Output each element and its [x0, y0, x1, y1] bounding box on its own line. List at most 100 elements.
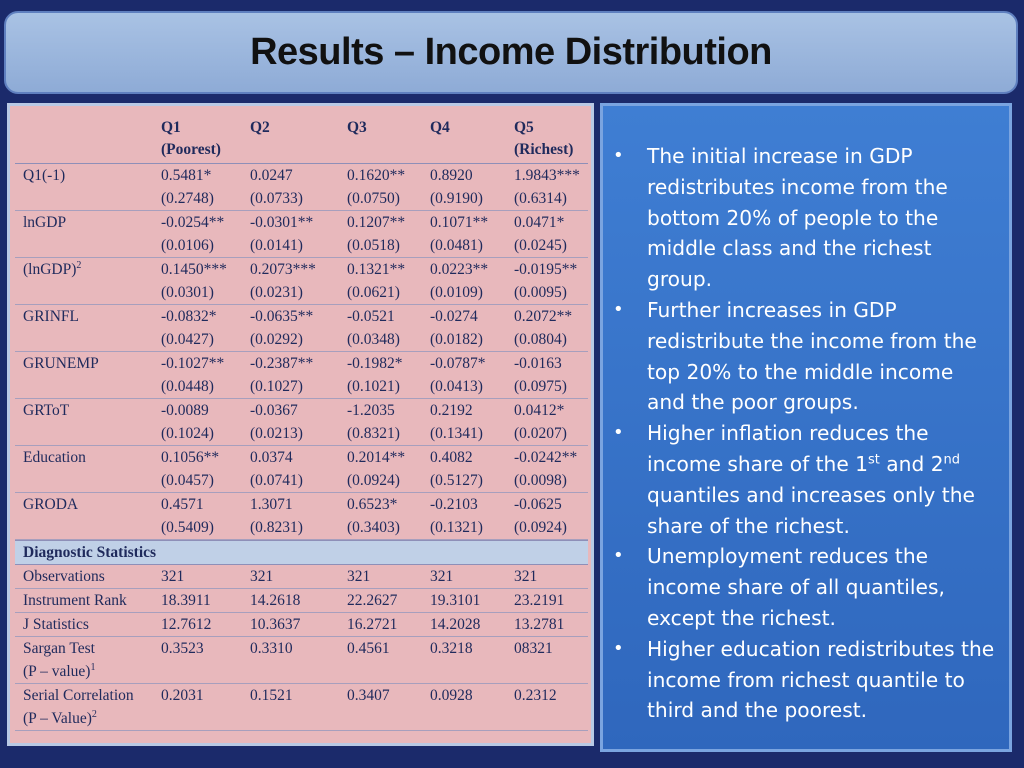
coefficient-cell: 0.2072**	[514, 308, 573, 325]
standard-error-cell: (0.0301)	[161, 284, 214, 301]
column-header: Q1 (Poorest)	[161, 117, 250, 163]
coefficient-row: GRUNEMP -0.1027** -0.2387** -0.1982* -0.0787…	[15, 352, 588, 375]
diagnostic-value: 08321	[514, 640, 553, 657]
standard-error-cell: (0.0207)	[514, 425, 567, 442]
coefficient-cell: -0.0089	[161, 402, 209, 419]
coefficient-cell: -0.0301**	[250, 214, 314, 231]
diagnostic-value: 16.2721	[347, 616, 398, 633]
variable-block: Q1(-1) 0.5481* 0.0247 0.1620** 0.8920 1.9843*…	[15, 164, 588, 211]
standard-error-cell: (0.0924)	[514, 519, 567, 536]
diagnostic-value: 321	[250, 568, 274, 585]
diagnostic-label: Serial Correlation	[23, 687, 134, 704]
diagnostic-value: 10.3637	[250, 616, 301, 633]
diagnostic-value: 14.2028	[430, 616, 481, 633]
coefficient-cell: 0.4082	[430, 449, 473, 466]
diagnostic-row: Sargan Test 0.3523 0.3310 0.4561 0.3218 08321…	[15, 637, 588, 684]
column-header-sublabel: (Richest)	[514, 141, 574, 158]
diagnostic-footnote-mark: 1	[90, 661, 96, 673]
coefficient-cell: 0.6523*	[347, 496, 398, 513]
standard-error-cell: (0.0098)	[514, 472, 567, 489]
coefficient-row: GRODA 0.4571 1.3071 0.6523* -0.2103 -0.0625	[15, 493, 588, 516]
diagnostic-sublabel: (P – value)1	[23, 661, 96, 680]
coefficient-cell: -0.1982*	[347, 355, 403, 372]
coefficient-cell: -0.0521	[347, 308, 395, 325]
coefficient-cell: -0.0625	[514, 496, 562, 513]
finding-text: Higher inflation reduces the income shar…	[647, 421, 929, 476]
variable-block: Education 0.1056** 0.0374 0.2014** 0.4082 -0.…	[15, 446, 588, 493]
standard-error-cell: (0.0427)	[161, 331, 214, 348]
column-header-label: Q4	[430, 119, 450, 136]
finding-item: • Higher inflation reduces the income sha…	[611, 418, 996, 541]
standard-error-row: (0.0427) (0.0292) (0.0348) (0.0182) (0.0804)	[15, 328, 588, 351]
standard-error-cell: (0.0413)	[430, 378, 483, 395]
coefficient-cell: 0.2192	[430, 402, 473, 419]
variable-block: GRUNEMP -0.1027** -0.2387** -0.1982* -0.0787…	[15, 352, 588, 399]
standard-error-cell: (0.0348)	[347, 331, 400, 348]
diagnostic-row: Instrument Rank 18.3911 14.2618 22.2627 19.3…	[15, 589, 588, 613]
standard-error-cell: (0.0141)	[250, 237, 303, 254]
finding-text: Unemployment reduces the income share of…	[647, 544, 945, 630]
diagnostic-value: 0.3310	[250, 640, 293, 657]
standard-error-cell: (0.8231)	[250, 519, 303, 536]
finding-text: and 2	[879, 451, 944, 476]
standard-error-cell: (0.1341)	[430, 425, 483, 442]
variable-label: Education	[23, 449, 86, 466]
standard-error-cell: (0.0106)	[161, 237, 214, 254]
standard-error-cell: (0.0518)	[347, 237, 400, 254]
coefficient-cell: 1.3071	[250, 496, 293, 513]
coefficient-cell: 0.1056**	[161, 449, 220, 466]
coefficient-cell: -0.0195**	[514, 261, 578, 278]
diagnostic-value: 18.3911	[161, 592, 211, 609]
empty-cell	[15, 281, 161, 304]
coefficient-cell: -0.0163	[514, 355, 562, 372]
standard-error-cell: (0.0733)	[250, 190, 303, 207]
diagnostic-value: 321	[347, 568, 371, 585]
column-header-label: Q1	[161, 119, 181, 136]
diagnostic-label: J Statistics	[23, 616, 89, 633]
standard-error-row: (0.1024) (0.0213) (0.8321) (0.1341) (0.0207)	[15, 422, 588, 445]
slide-title: Results – Income Distribution	[250, 31, 772, 73]
diagnostic-values-row: Instrument Rank 18.3911 14.2618 22.2627 19.3…	[15, 589, 588, 612]
column-header	[15, 117, 161, 163]
finding-item: • Further increases in GDP redistribute t…	[611, 295, 996, 418]
results-table-panel: Q1 (Poorest) Q2 Q3 Q4 Q5 (Richest) Q1(-1) 0.5481…	[7, 103, 594, 746]
bullet-icon: •	[613, 298, 624, 320]
coefficient-cell: 0.0412*	[514, 402, 565, 419]
diagnostic-sublabel: (P – Value)2	[23, 708, 97, 727]
diagnostic-footnote-mark: 2	[91, 708, 97, 720]
variable-block: lnGDP -0.0254** -0.0301** 0.1207** 0.1071** 0…	[15, 211, 588, 258]
finding-item: • Higher education redistributes the inco…	[611, 634, 996, 726]
standard-error-row: (0.5409) (0.8231) (0.3403) (0.1321) (0.0924)	[15, 516, 588, 539]
finding-item: • The initial increase in GDP redistribut…	[611, 141, 996, 295]
standard-error-cell: (0.0182)	[430, 331, 483, 348]
standard-error-cell: (0.9190)	[430, 190, 483, 207]
coefficient-cell: 0.0223**	[430, 261, 489, 278]
standard-error-cell: (0.0750)	[347, 190, 400, 207]
diagnostic-values-row: Sargan Test 0.3523 0.3310 0.4561 0.3218 08321	[15, 637, 588, 660]
diagnostic-value: 13.2781	[514, 616, 565, 633]
coefficient-cell: -0.0254**	[161, 214, 225, 231]
coefficient-cell: -0.2387**	[250, 355, 314, 372]
finding-text: Further increases in GDP redistribute th…	[647, 297, 977, 415]
diagnostic-value: 321	[514, 568, 538, 585]
diagnostic-value: 0.3407	[347, 687, 390, 704]
standard-error-cell: (0.0804)	[514, 331, 567, 348]
diagnostic-values-row: Observations 321 321 321 321 321	[15, 565, 588, 588]
coefficient-cell: 0.5481*	[161, 167, 212, 184]
coefficient-cell: -0.0635**	[250, 308, 314, 325]
coefficient-cell: 0.1321**	[347, 261, 406, 278]
findings-panel: • The initial increase in GDP redistribut…	[600, 103, 1012, 752]
diagnostic-statistics-header: Diagnostic Statistics	[15, 540, 588, 565]
standard-error-cell: (0.1027)	[250, 378, 303, 395]
diagnostic-label: Sargan Test	[23, 640, 95, 657]
ordinal-suffix: nd	[943, 452, 961, 468]
coefficient-cell: -0.0832*	[161, 308, 217, 325]
standard-error-cell: (0.3403)	[347, 519, 400, 536]
coefficient-cell: -0.0367	[250, 402, 298, 419]
empty-cell	[15, 422, 161, 445]
variable-label-superscript: 2	[76, 259, 82, 271]
diagnostic-value: 0.1521	[250, 687, 293, 704]
variable-block: GRODA 0.4571 1.3071 0.6523* -0.2103 -0.0625 (0…	[15, 493, 588, 540]
standard-error-row: (0.0106) (0.0141) (0.0518) (0.0481) (0.0245)	[15, 234, 588, 257]
diagnostic-value: 23.2191	[514, 592, 565, 609]
